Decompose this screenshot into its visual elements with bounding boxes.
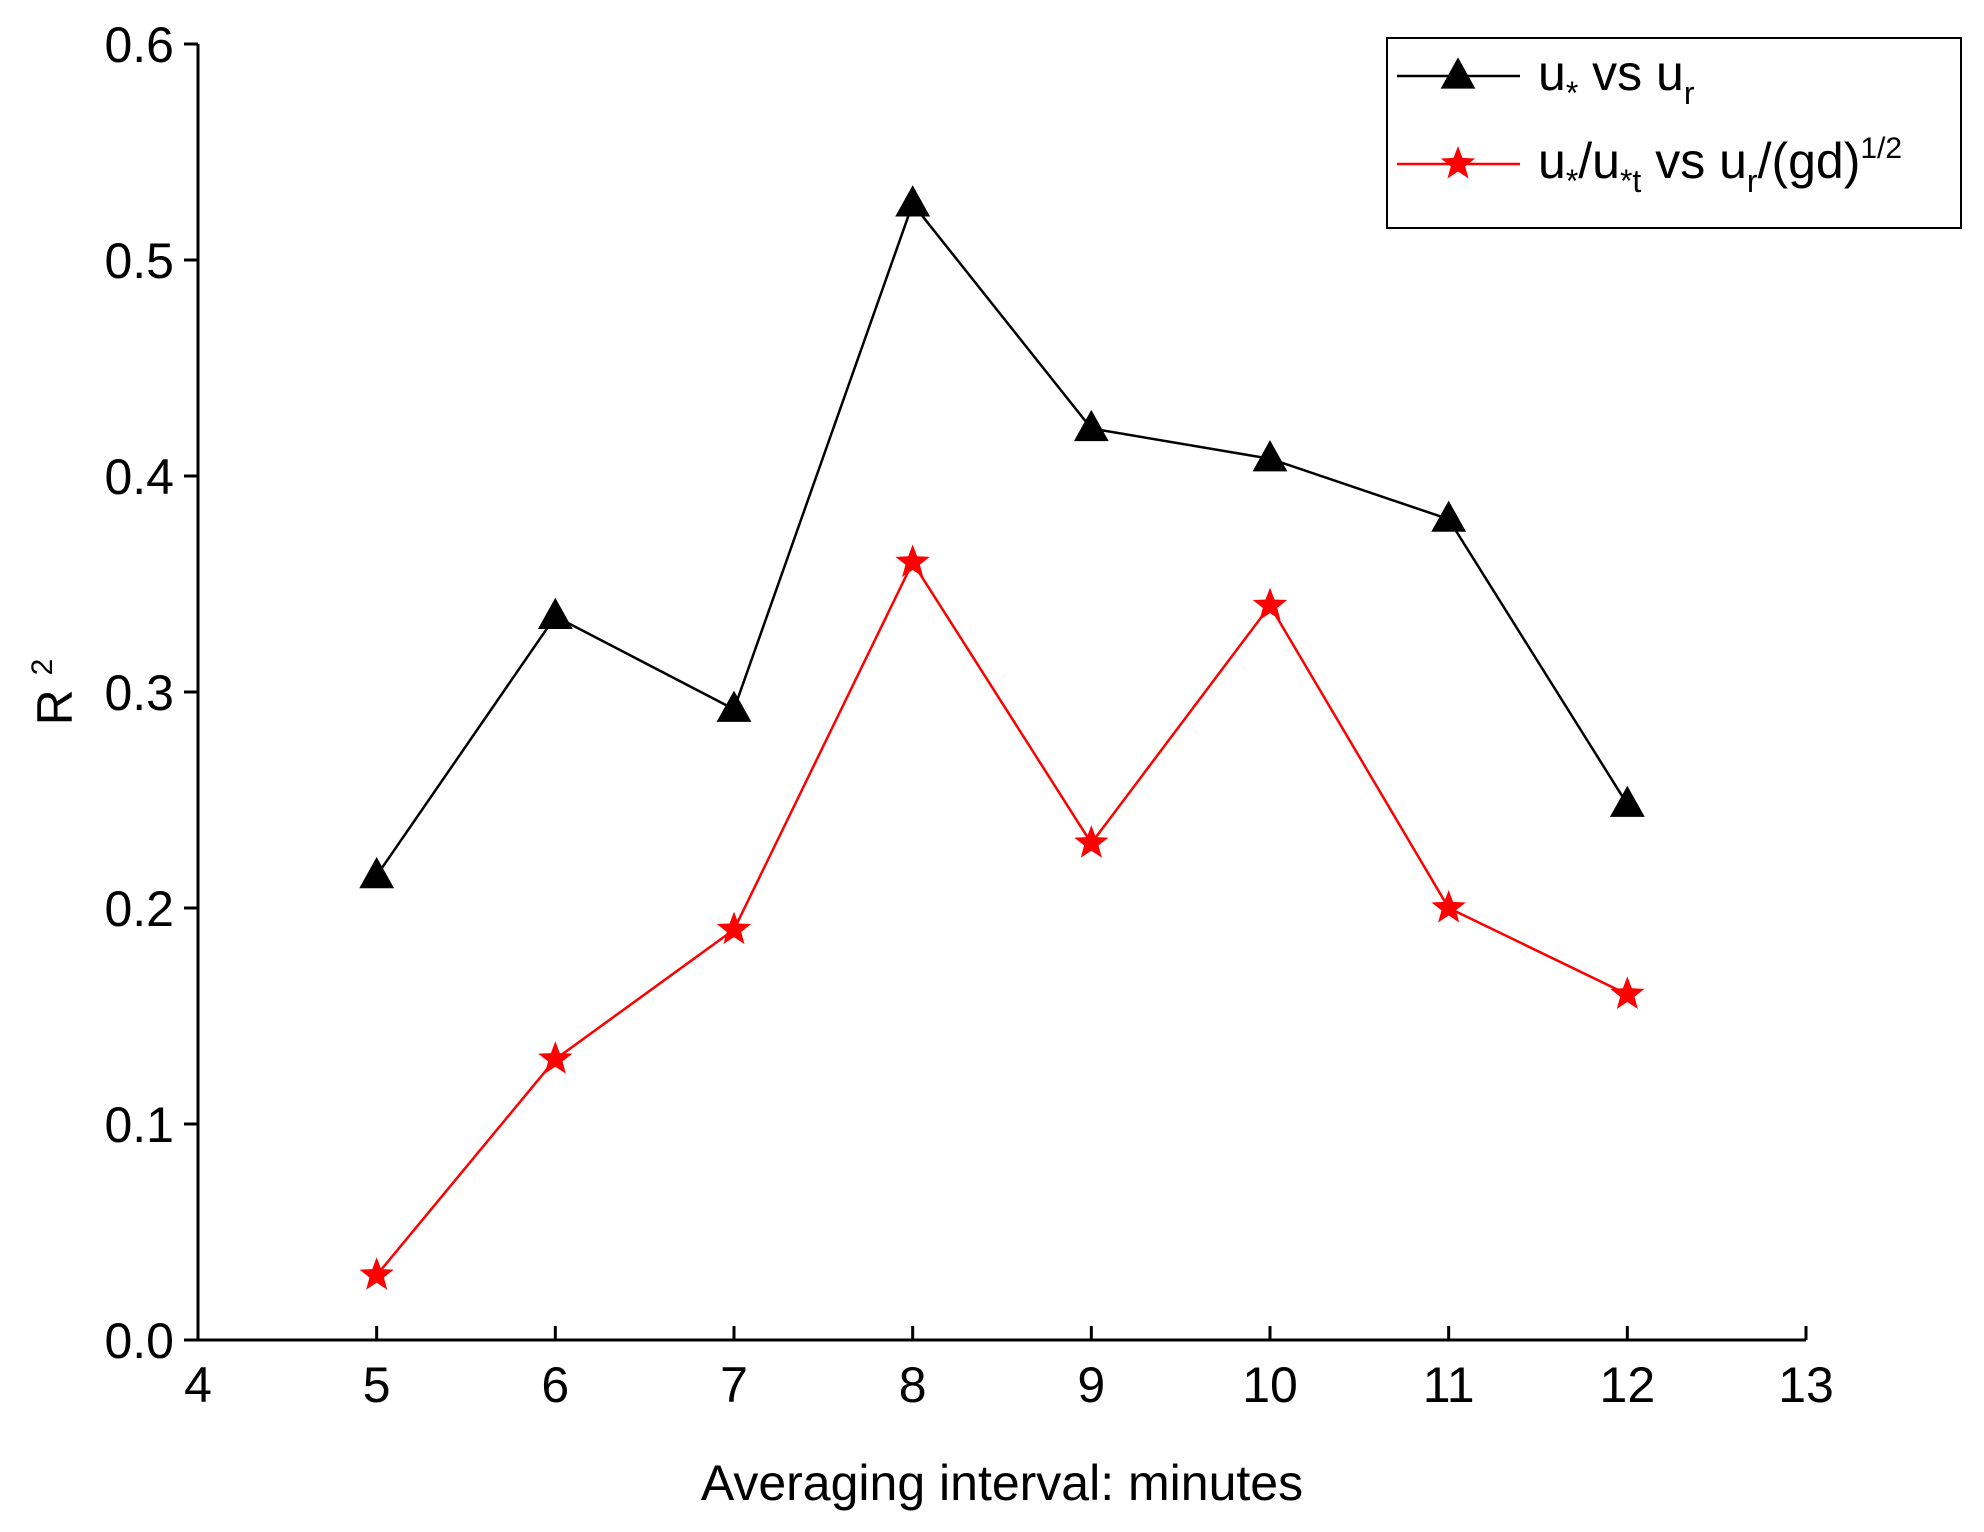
legend-label: u* vs ur (1538, 45, 1695, 111)
y-tick-label: 0.5 (104, 233, 174, 289)
data-point-star (1431, 890, 1466, 923)
legend-label-part: *t (1620, 163, 1641, 199)
data-point-triangle (1609, 785, 1645, 817)
y-axis-ticks: 0.0 0.1 0.2 0.3 0.4 0.5 0.6 (104, 17, 198, 1369)
data-point-star (538, 1041, 573, 1074)
legend-marker-star (1440, 146, 1476, 179)
legend-label-part: vs u (1641, 133, 1747, 189)
y-tick-label: 0.4 (104, 449, 174, 505)
data-point-star (716, 911, 752, 945)
y-tick-label: 0.1 (104, 1097, 174, 1153)
legend-label-part: u (1538, 133, 1566, 189)
x-tick-label: 8 (899, 1357, 927, 1413)
plot-frame (196, 44, 1806, 1342)
x-tick-label: 13 (1778, 1357, 1834, 1413)
legend-marker-triangle (1440, 57, 1476, 89)
data-point-triangle (537, 597, 573, 629)
legend-label: u*/u*t vs ur/(gd)1/2 (1538, 132, 1902, 199)
data-point-triangle (1252, 440, 1288, 472)
series-line (375, 561, 1628, 1276)
y-tick-label: 0.6 (104, 17, 174, 73)
y-tick-label: 0.0 (104, 1313, 174, 1369)
legend-label-part: vs u (1578, 45, 1684, 101)
series-layer (359, 185, 1645, 1290)
y-tick-label: 0.2 (104, 881, 174, 937)
series-1 (359, 185, 1645, 889)
legend-label-part: /(gd) (1758, 133, 1861, 189)
legend-label-part: r (1747, 163, 1758, 199)
legend: u* vs uru*/u*t vs ur/(gd)1/2 (1386, 37, 1962, 229)
x-axis-title: Averaging interval: minutes (701, 1455, 1303, 1511)
series-line (375, 202, 1629, 877)
data-point-star (1252, 587, 1288, 621)
legend-label-part: * (1566, 163, 1578, 199)
data-point-star (359, 1257, 394, 1290)
legend-label-part: r (1684, 75, 1695, 111)
data-point-triangle (359, 857, 395, 889)
data-point-triangle (1431, 500, 1467, 532)
y-axis-title: R 2 (26, 659, 83, 726)
legend-label-part: * (1566, 75, 1578, 111)
x-tick-label: 4 (184, 1357, 212, 1413)
x-tick-label: 11 (1423, 1357, 1475, 1413)
y-axis-title-base: R (27, 689, 83, 725)
data-point-star (1074, 825, 1109, 858)
legend-label-part: /u (1578, 133, 1620, 189)
x-tick-label: 12 (1600, 1357, 1656, 1413)
data-point-triangle (716, 690, 752, 722)
legend-box (1386, 37, 1962, 229)
data-point-star (895, 544, 930, 577)
x-tick-label: 6 (541, 1357, 569, 1413)
x-tick-label: 5 (363, 1357, 391, 1413)
legend-entry-1: u* vs ur (1397, 45, 1695, 111)
data-point-triangle (895, 185, 931, 217)
data-point-star (1610, 976, 1645, 1009)
x-tick-label: 7 (720, 1357, 748, 1413)
legend-label-part: u (1538, 45, 1566, 101)
series-2 (359, 544, 1645, 1290)
legend-label-part: 1/2 (1860, 132, 1902, 165)
x-tick-label: 10 (1242, 1357, 1298, 1413)
x-axis-ticks: 4 5 6 7 8 9 10 11 12 13 (184, 1326, 1834, 1413)
y-axis-title-sup: 2 (26, 659, 59, 676)
data-point-triangle (1073, 409, 1109, 442)
x-tick-label: 9 (1077, 1357, 1105, 1413)
y-tick-label: 0.3 (104, 665, 174, 721)
legend-entries: u* vs uru*/u*t vs ur/(gd)1/2 (1397, 45, 1902, 199)
legend-entry-2: u*/u*t vs ur/(gd)1/2 (1397, 132, 1902, 199)
